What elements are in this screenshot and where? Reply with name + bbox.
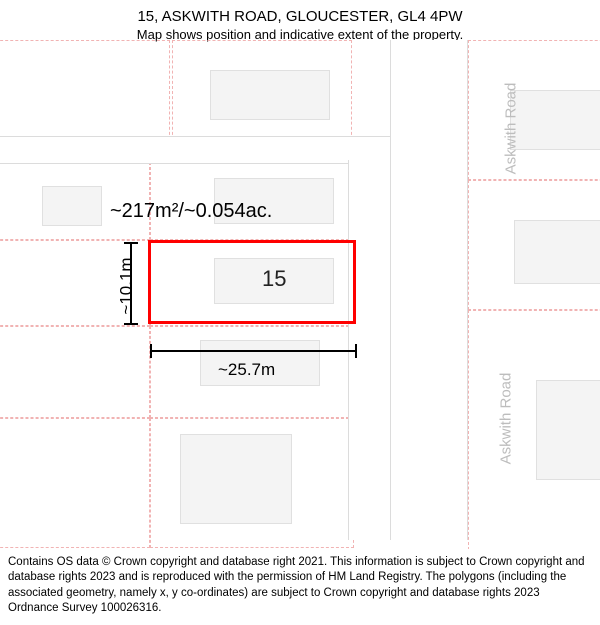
parcel-boundary bbox=[0, 418, 150, 548]
dimension-line bbox=[150, 350, 356, 352]
dimension-tick bbox=[150, 344, 152, 358]
building-footprint bbox=[510, 90, 600, 150]
attribution-text: Contains OS data © Crown copyright and d… bbox=[8, 556, 585, 615]
building-footprint bbox=[180, 434, 292, 524]
area-label: ~217m²/~0.054ac. bbox=[110, 200, 272, 223]
building-footprint bbox=[536, 380, 600, 480]
parcel-boundary bbox=[0, 40, 170, 140]
dimension-tick bbox=[124, 242, 138, 244]
building-footprint bbox=[42, 186, 102, 226]
dimension-label-width: ~25.7m bbox=[218, 360, 275, 380]
property-highlight bbox=[148, 240, 356, 324]
building-footprint bbox=[210, 70, 330, 120]
page-title: 15, ASKWITH ROAD, GLOUCESTER, GL4 4PW bbox=[10, 8, 590, 25]
dimension-tick bbox=[124, 323, 138, 325]
house-number-label: 15 bbox=[262, 266, 286, 292]
dimension-tick bbox=[355, 344, 357, 358]
parcel-boundary bbox=[0, 326, 150, 418]
building-footprint bbox=[514, 220, 600, 284]
map-canvas: Askwith Road Askwith Road 15 ~217m²/~0.054a… bbox=[0, 50, 600, 530]
road-label: Askwith Road bbox=[502, 83, 519, 175]
dimension-label-height: ~10.1m bbox=[117, 257, 137, 314]
attribution-footer: Contains OS data © Crown copyright and d… bbox=[0, 549, 600, 625]
road-segment bbox=[0, 136, 400, 164]
road-segment bbox=[390, 40, 468, 540]
road-label: Askwith Road bbox=[497, 373, 514, 465]
